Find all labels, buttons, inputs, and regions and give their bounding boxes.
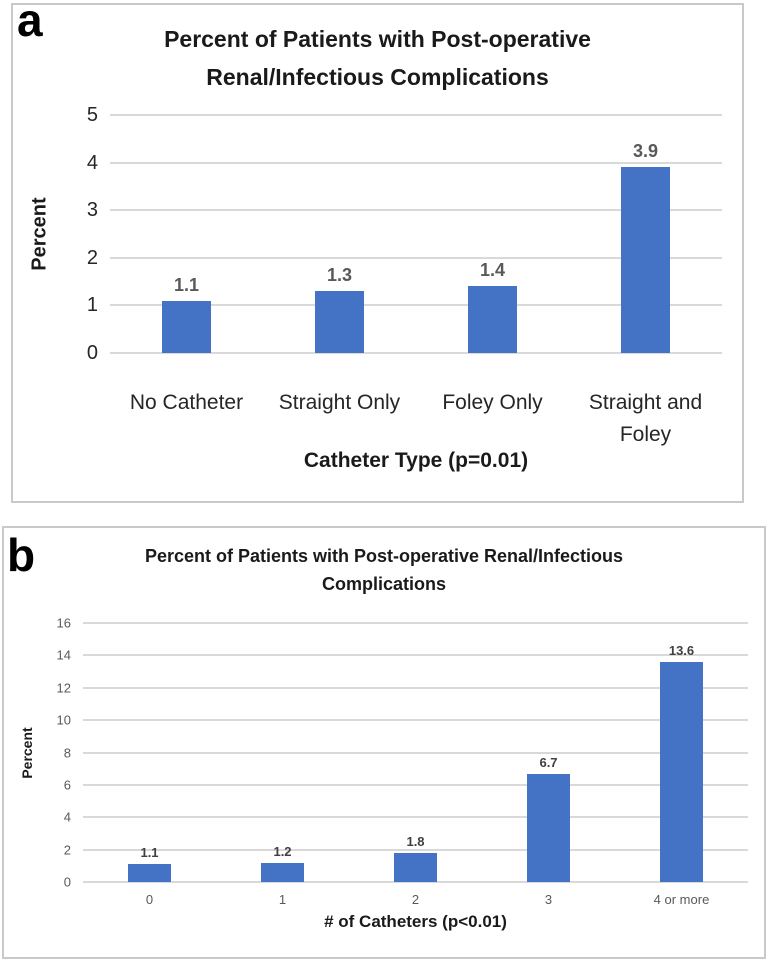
y-gridline — [110, 256, 722, 259]
bar — [162, 300, 211, 353]
bar-value-label: 1.2 — [273, 843, 292, 859]
bar-value-label: 1.3 — [326, 265, 353, 286]
bar — [261, 862, 304, 882]
bar — [468, 286, 517, 353]
bar — [621, 167, 670, 353]
x-tick-label: 1 — [278, 892, 287, 907]
y-gridline — [110, 304, 722, 307]
chart-b-plot: 0 2 4 6 8 10 12 14 16 Percent 1.1 0 1.2 1 1.8 2 6.7 3 13.6… — [19, 617, 748, 931]
y-gridline — [83, 686, 748, 689]
bar-value-label: 1.1 — [173, 274, 200, 295]
bar — [660, 661, 703, 882]
y-tick-label: 10 — [56, 712, 71, 728]
y-gridline — [83, 848, 748, 851]
y-tick-label: 2 — [63, 842, 71, 858]
y-gridline — [83, 654, 748, 657]
chart-a-title-line2: Renal/Infectious Complications — [206, 64, 549, 90]
y-gridline — [83, 783, 748, 786]
y-tick-label: 0 — [86, 342, 98, 364]
x-tick-label: 2 — [411, 892, 420, 907]
x-tick-label: Straight Only — [278, 391, 401, 414]
y-gridline — [110, 114, 722, 116]
y-tick-label: 4 — [86, 151, 98, 174]
x-axis-title: # of Catheters (p<0.01) — [324, 912, 507, 931]
x-tick-label: Foley Only — [442, 391, 543, 414]
bar-value-label: 1.1 — [140, 845, 159, 861]
y-gridline — [83, 751, 748, 754]
y-axis-title: Percent — [28, 197, 51, 271]
bar — [128, 864, 171, 882]
x-axis-title: Catheter Type (p=0.01) — [303, 449, 529, 472]
y-tick-label: 4 — [63, 809, 71, 825]
y-tick-label: 5 — [86, 104, 98, 126]
x-tick-label: 4 or more — [653, 892, 710, 907]
y-tick-label: 16 — [56, 615, 71, 631]
y-tick-label: 6 — [63, 777, 71, 793]
bar-value-label: 6.7 — [539, 754, 558, 770]
y-gridline — [110, 161, 722, 164]
y-tick-label: 0 — [63, 874, 71, 890]
panel-b: b Percent of Patients with Post-operativ… — [2, 526, 766, 959]
panel-a: a Percent of Patients with Post-operativ… — [11, 0, 744, 503]
bar — [394, 852, 437, 882]
bar-value-label: 1.8 — [406, 833, 425, 849]
y-tick-label: 1 — [86, 294, 98, 317]
y-gridline — [83, 816, 748, 819]
y-axis-title: Percent — [19, 726, 35, 779]
y-tick-label: 14 — [56, 647, 71, 663]
y-gridline — [110, 209, 722, 212]
bar-value-label: 3.9 — [632, 141, 659, 162]
y-gridline — [83, 881, 748, 883]
y-gridline — [83, 622, 748, 624]
y-tick-label: 12 — [56, 680, 71, 696]
y-tick-label: 8 — [63, 745, 71, 760]
y-tick-label: 2 — [86, 246, 98, 269]
panel-label-a: a — [17, 0, 43, 46]
chart-a-plot: 0 1 2 3 4 5 Percent 1.1 No Catheter 1.3 Straight O… — [29, 105, 722, 472]
bar-value-label: 13.6 — [668, 642, 695, 658]
panel-label-b: b — [7, 529, 36, 581]
chart-b-title-line1: Percent of Patients with Post-operative … — [144, 546, 624, 566]
chart-b-title: Percent of Patients with Post-operative … — [4, 542, 764, 598]
chart-b-title-line2: Complications — [321, 574, 446, 594]
bar — [315, 291, 364, 353]
x-tick-label: 3 — [544, 892, 553, 907]
x-tick-label: Straight and Foley — [588, 391, 703, 446]
y-gridline — [110, 352, 722, 354]
bar-value-label: 1.4 — [479, 260, 506, 281]
x-tick-label: No Catheter — [129, 391, 244, 414]
y-tick-label: 3 — [86, 199, 98, 222]
x-tick-label: 0 — [145, 892, 154, 907]
bar — [527, 773, 570, 882]
chart-a-title: Percent of Patients with Post-operative … — [13, 20, 742, 96]
chart-a-title-line1: Percent of Patients with Post-operative — [164, 26, 591, 52]
y-gridline — [83, 719, 748, 722]
